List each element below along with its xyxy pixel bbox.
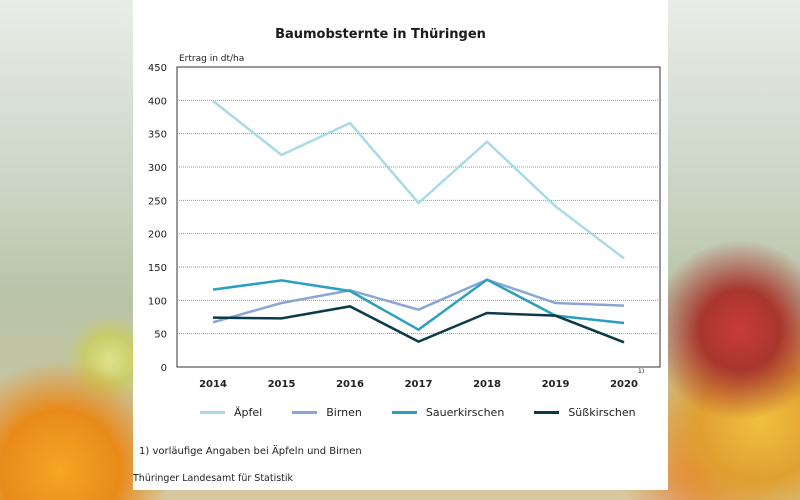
legend-swatch (200, 411, 225, 414)
y-tick-label: 100 (148, 296, 167, 307)
x-tick-label: 2015 (268, 379, 296, 390)
y-axis-label: Ertrag in dt/ha (179, 54, 244, 64)
legend-item: Süßkirschen (534, 406, 636, 419)
y-tick-label: 450 (148, 63, 167, 74)
source-note: Thüringer Landesamt für Statistik (133, 473, 294, 484)
legend-item: Sauerkirschen (391, 406, 505, 419)
footnote: 1) vorläufige Angaben bei Äpfeln und Bir… (139, 446, 362, 457)
series-line-0 (212, 100, 625, 260)
x-tick-label: 2016 (336, 379, 364, 390)
x-tick-label: 2019 (542, 379, 570, 390)
y-tick-label: 250 (148, 196, 167, 207)
chart-title: Baumobsternte in Thüringen (275, 27, 486, 42)
legend-swatch (391, 411, 417, 414)
legend-swatch (534, 411, 560, 414)
y-tick-label: 50 (154, 330, 167, 341)
legend-item: Birnen (292, 406, 362, 419)
y-tick-label: 0 (161, 363, 167, 374)
x-tick-label: 2020 (610, 379, 638, 390)
y-tick-label: 300 (148, 163, 167, 174)
x-tick-label: 2014 (199, 379, 227, 390)
footnote-marker: 1) (638, 368, 644, 375)
legend-swatch (292, 411, 318, 414)
y-tick-label: 150 (148, 263, 167, 274)
series-line-3 (212, 305, 625, 344)
legend-label: Sauerkirschen (425, 406, 505, 419)
y-tick-label: 200 (148, 230, 167, 241)
x-tick-label: 2018 (473, 379, 501, 390)
y-tick-label: 400 (148, 96, 167, 107)
legend-label: Birnen (326, 406, 362, 419)
plot-frame (176, 66, 661, 368)
legend: Äpfel Birnen Sauerkirschen Süßkirschen (200, 406, 666, 419)
chart-panel (133, 0, 668, 490)
legend-label: Süßkirschen (568, 406, 636, 419)
y-tick-label: 350 (148, 130, 167, 141)
legend-item: Äpfel (200, 406, 262, 419)
legend-label: Äpfel (234, 406, 263, 419)
x-tick-label: 2017 (405, 379, 433, 390)
